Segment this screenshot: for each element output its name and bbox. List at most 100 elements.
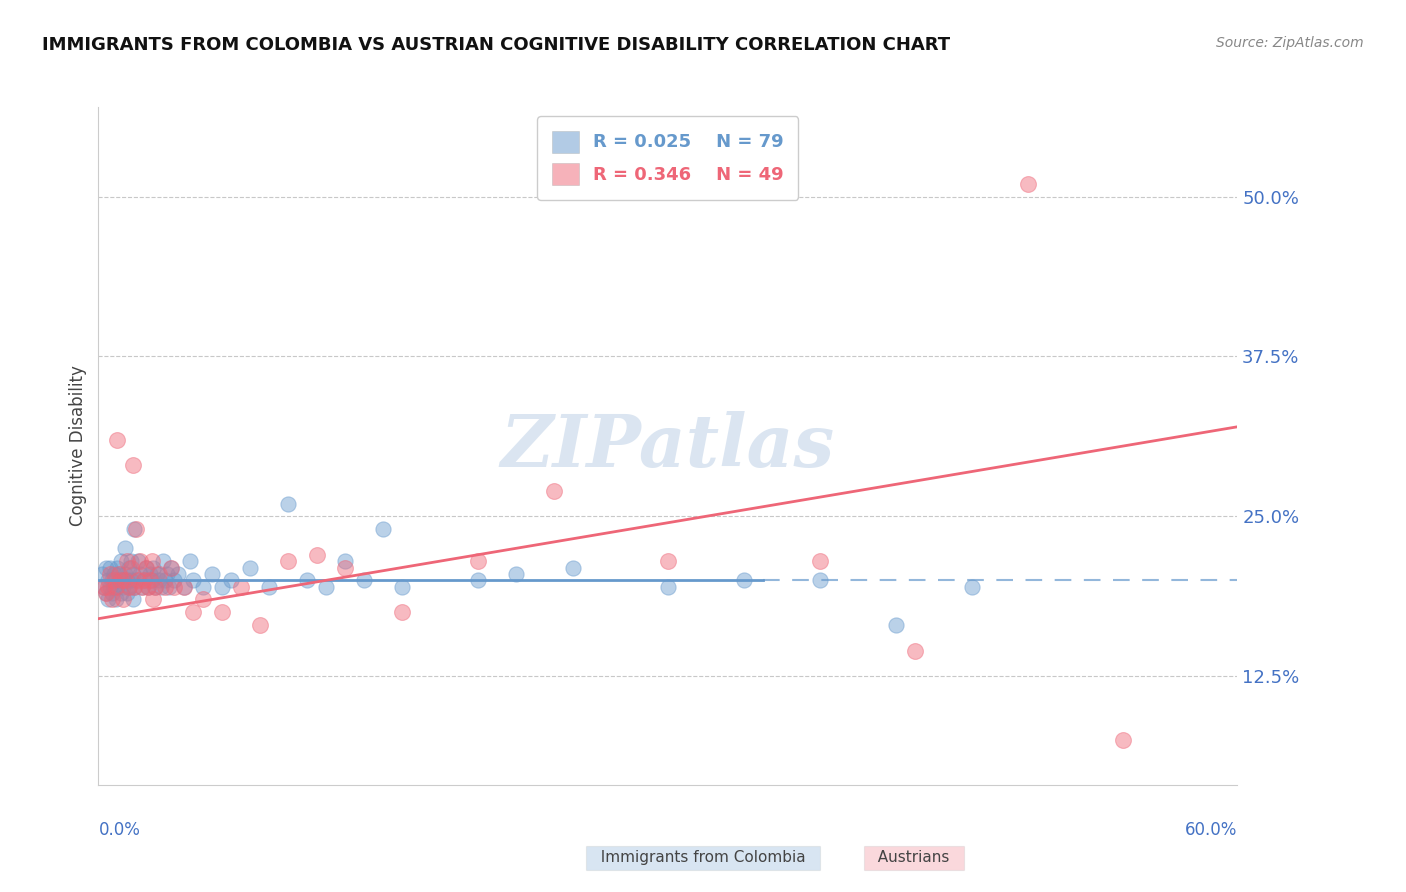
Point [305, 548, 328, 562]
Point [110, 554, 132, 568]
Point [120, 574, 142, 588]
Point [173, 580, 195, 594]
Point [150, 580, 173, 594]
Point [97, 574, 120, 588]
Point [108, 574, 131, 588]
Point [112, 580, 135, 594]
Text: ZIPatlas: ZIPatlas [501, 410, 835, 482]
Point [93, 580, 115, 594]
Point [505, 566, 527, 581]
Point [153, 580, 176, 594]
Point [136, 580, 159, 594]
Point [115, 554, 138, 568]
Y-axis label: Cognitive Disability: Cognitive Disability [69, 366, 87, 526]
Point [467, 574, 489, 588]
Point [884, 618, 907, 632]
Point [120, 560, 142, 574]
Point [124, 580, 146, 594]
Point [132, 574, 155, 588]
Point [127, 554, 149, 568]
Point [110, 574, 132, 588]
Point [107, 433, 129, 447]
Point [129, 554, 152, 568]
Point [142, 592, 165, 607]
Point [108, 566, 131, 581]
Point [153, 574, 176, 588]
Point [104, 580, 127, 594]
Point [100, 574, 122, 588]
Point [371, 522, 394, 536]
Point [115, 574, 138, 588]
Point [136, 580, 159, 594]
Point [163, 574, 186, 588]
Point [239, 560, 262, 574]
Point [103, 580, 125, 594]
Point [114, 566, 136, 581]
Point [124, 580, 146, 594]
Point [100, 586, 122, 600]
Point [142, 560, 165, 574]
Point [135, 560, 157, 574]
Point [135, 560, 157, 574]
Point [98, 560, 121, 574]
Point [145, 580, 167, 594]
Point [335, 554, 357, 568]
Point [211, 605, 233, 619]
Point [960, 580, 983, 594]
Point [121, 458, 143, 473]
Point [353, 574, 375, 588]
Point [118, 580, 141, 594]
Point [129, 566, 152, 581]
Point [94, 586, 117, 600]
Point [808, 554, 831, 568]
Point [114, 541, 136, 556]
Point [125, 574, 148, 588]
Point [657, 554, 679, 568]
Point [808, 574, 831, 588]
Text: Immigrants from Colombia: Immigrants from Colombia [591, 850, 815, 865]
Point [183, 574, 205, 588]
Point [229, 580, 252, 594]
Point [191, 592, 214, 607]
Point [132, 574, 155, 588]
Point [315, 580, 337, 594]
Point [179, 554, 201, 568]
Point [657, 580, 679, 594]
Point [733, 574, 755, 588]
Point [335, 560, 357, 574]
Point [127, 574, 149, 588]
Point [94, 586, 117, 600]
Point [152, 554, 174, 568]
Point [131, 580, 153, 594]
Point [115, 586, 138, 600]
Point [159, 560, 181, 574]
Point [201, 566, 224, 581]
Point [277, 497, 299, 511]
Point [93, 580, 115, 594]
Point [112, 574, 135, 588]
Point [103, 574, 125, 588]
Point [297, 574, 319, 588]
Point [1018, 177, 1040, 191]
Legend: R = 0.025    N = 79, R = 0.346    N = 49: R = 0.025 N = 79, R = 0.346 N = 49 [537, 116, 799, 200]
Point [91, 566, 114, 581]
Point [141, 554, 163, 568]
Point [391, 605, 413, 619]
Point [211, 580, 233, 594]
Point [120, 554, 142, 568]
Text: IMMIGRANTS FROM COLOMBIA VS AUSTRIAN COGNITIVE DISABILITY CORRELATION CHART: IMMIGRANTS FROM COLOMBIA VS AUSTRIAN COG… [42, 36, 950, 54]
Point [112, 592, 135, 607]
Point [131, 580, 153, 594]
Point [125, 522, 148, 536]
Point [467, 554, 489, 568]
Point [156, 566, 179, 581]
Text: 60.0%: 60.0% [1185, 821, 1237, 838]
Point [94, 560, 117, 574]
Point [173, 580, 195, 594]
Point [107, 580, 129, 594]
Point [124, 522, 146, 536]
Point [98, 580, 121, 594]
Point [118, 580, 141, 594]
Point [100, 592, 122, 607]
Point [121, 592, 143, 607]
